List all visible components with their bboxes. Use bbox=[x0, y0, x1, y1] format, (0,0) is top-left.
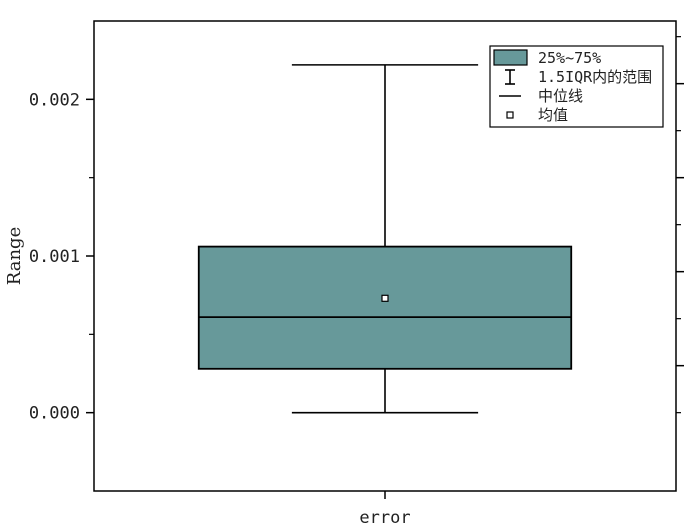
legend-mean-swatch bbox=[506, 111, 514, 119]
y-tick-label: 0.002 bbox=[29, 90, 80, 110]
right-axis-ticks bbox=[676, 36, 684, 414]
mean-marker bbox=[381, 294, 389, 302]
y-tick-label: 0.001 bbox=[29, 247, 80, 267]
x-axis: error bbox=[359, 491, 411, 527]
y-axis-title: Range bbox=[4, 227, 25, 285]
y-axis: 0.000 0.001 0.002 bbox=[29, 90, 94, 424]
legend-box-swatch bbox=[493, 49, 528, 66]
legend-label: 中位线 bbox=[538, 87, 583, 105]
iqr-box bbox=[197, 245, 573, 370]
legend-label: 1.5IQR内的范围 bbox=[538, 68, 652, 86]
box-series bbox=[197, 64, 573, 414]
legend-label: 均值 bbox=[538, 106, 568, 124]
x-tick-label: error bbox=[359, 508, 410, 527]
legend-label: 25%~75% bbox=[538, 49, 601, 67]
y-tick-label: 0.000 bbox=[29, 404, 80, 424]
